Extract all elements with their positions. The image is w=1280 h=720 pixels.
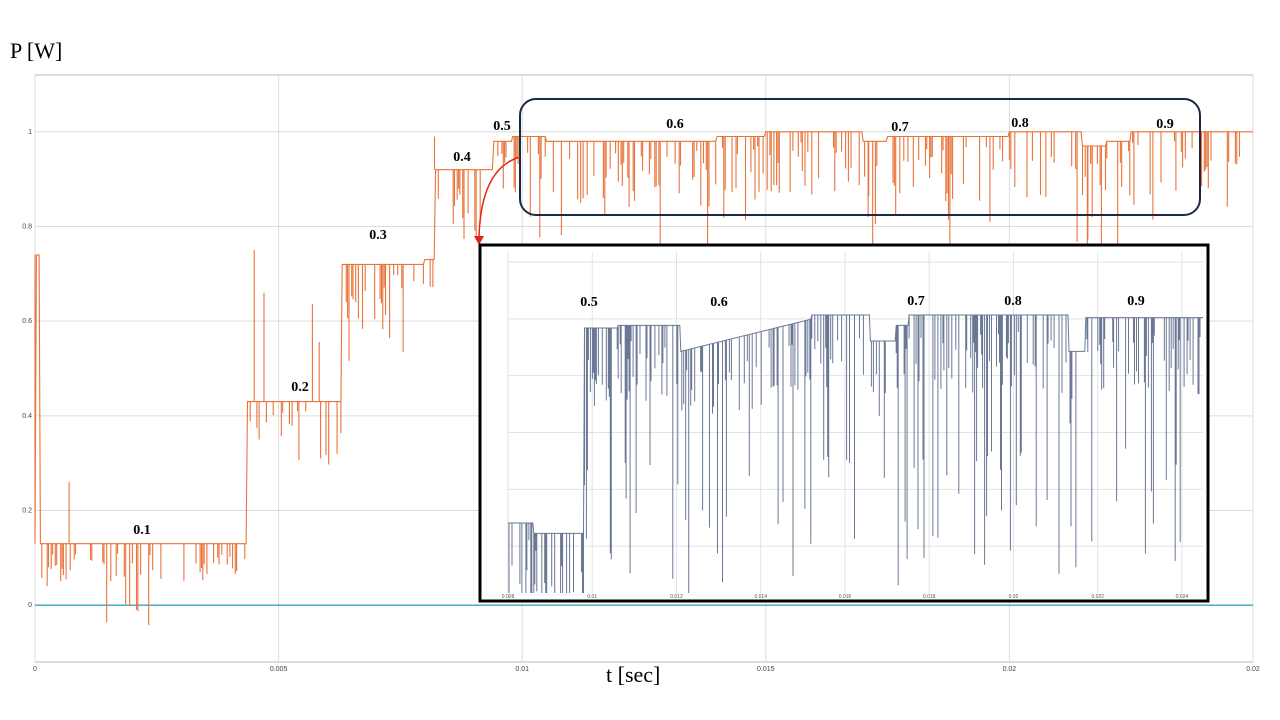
inset-x-tick-label: 0.016 bbox=[839, 594, 852, 600]
inset-x-tick-label: 0.024 bbox=[1176, 594, 1189, 600]
annotation-label: 0.8 bbox=[1011, 116, 1029, 131]
inset-annotation-label: 0.9 bbox=[1127, 294, 1145, 309]
annotation-label: 0.3 bbox=[369, 228, 387, 243]
annotation-label: 0.6 bbox=[666, 117, 684, 132]
annotation-label: 0.9 bbox=[1156, 117, 1174, 132]
inset-x-tick-label: 0.008 bbox=[502, 594, 515, 600]
annotation-label: 0.7 bbox=[891, 120, 909, 135]
x-tick-label: 0 bbox=[33, 666, 37, 673]
inset-x-tick-label: 0.01 bbox=[587, 594, 597, 600]
inset-annotation-label: 0.5 bbox=[580, 295, 598, 310]
power-series-line bbox=[34, 131, 1253, 626]
x-tick-label: 0.005 bbox=[270, 666, 288, 673]
y-tick-label: 0.2 bbox=[22, 508, 32, 515]
inset-x-tick-label: 0.018 bbox=[923, 594, 936, 600]
x-tick-label: 0.02 bbox=[1246, 666, 1260, 673]
inset-x-tick-label: 0.012 bbox=[670, 594, 683, 600]
annotation-label: 0.4 bbox=[453, 150, 471, 165]
inset-power-series-line bbox=[508, 314, 1203, 593]
inset-annotation-label: 0.8 bbox=[1004, 294, 1022, 309]
x-tick-label: 0.02 bbox=[1003, 666, 1017, 673]
inset-x-tick-label: 0.022 bbox=[1091, 594, 1104, 600]
y-tick-label: 0 bbox=[28, 602, 32, 609]
inset-frame bbox=[478, 243, 1210, 603]
annotation-label: 0.2 bbox=[291, 380, 309, 395]
annotation-label: 0.5 bbox=[493, 119, 511, 134]
zoom-arrow bbox=[478, 156, 521, 239]
inset-x-tick-label: 0.02 bbox=[1009, 594, 1019, 600]
y-tick-label: 0.8 bbox=[22, 223, 32, 230]
x-tick-label: 0.015 bbox=[757, 666, 775, 673]
x-axis-label: t [sec] bbox=[606, 662, 661, 687]
inset-x-tick-label: 0.014 bbox=[754, 594, 767, 600]
y-tick-label: 0.4 bbox=[22, 413, 32, 420]
y-tick-label: 1 bbox=[28, 129, 32, 136]
annotation-label: 0.1 bbox=[133, 523, 151, 538]
inset-annotation-label: 0.6 bbox=[710, 295, 728, 310]
inset-annotation-label: 0.7 bbox=[907, 294, 925, 309]
x-tick-label: 0.01 bbox=[515, 666, 529, 673]
y-tick-label: 0.6 bbox=[22, 318, 32, 325]
y-axis-label: P [W] bbox=[10, 38, 63, 63]
zoom-arrow-head bbox=[474, 236, 484, 245]
